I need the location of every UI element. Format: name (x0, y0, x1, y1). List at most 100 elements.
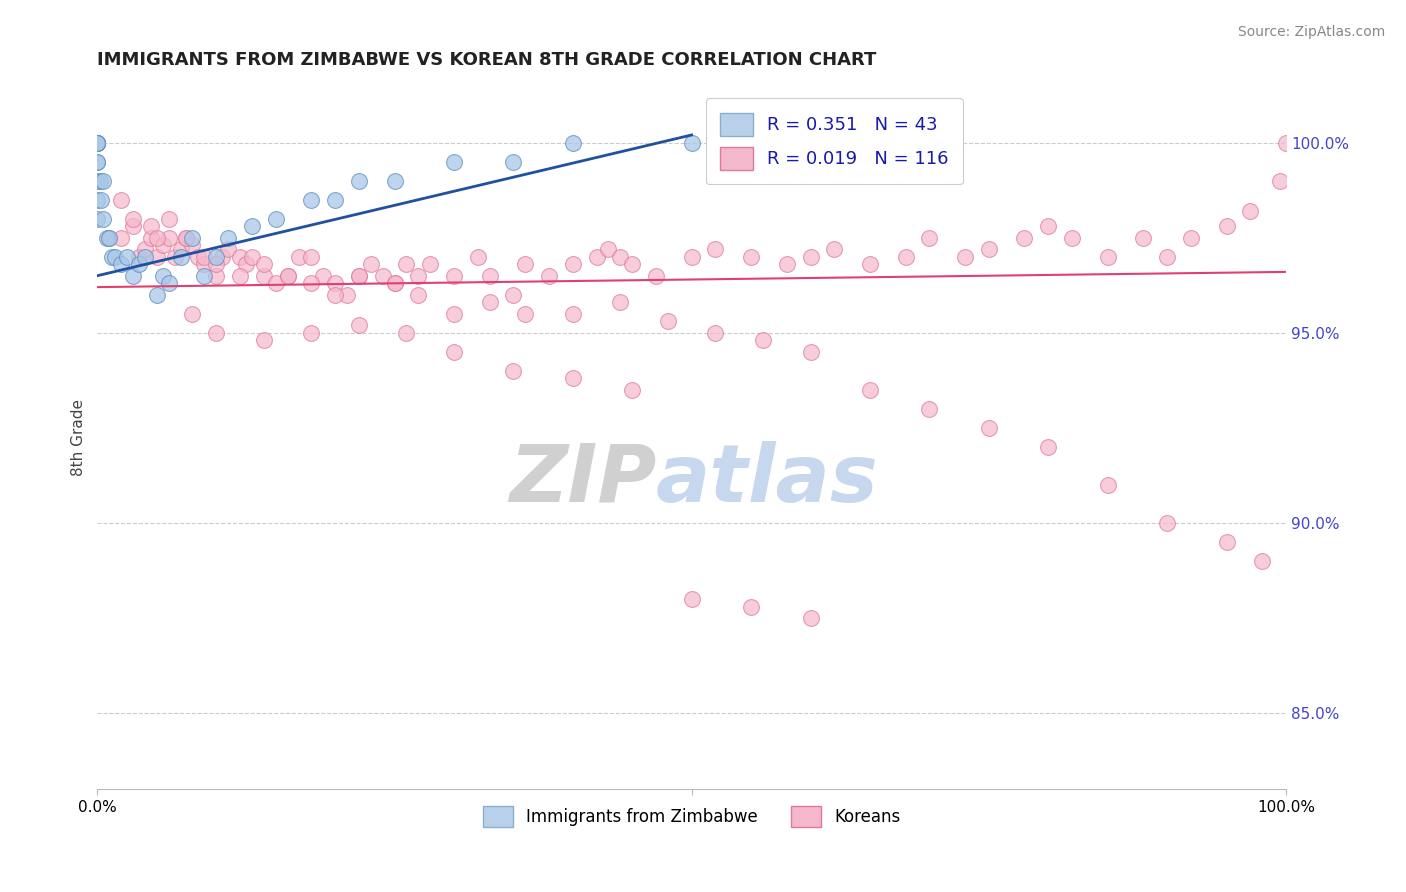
Point (139, 219, 162, 234)
Point (122, 211, 145, 226)
Point (181, 238, 204, 252)
Point (229, 268, 252, 283)
Point (217, 242, 239, 256)
Point (115, 250, 138, 264)
Point (240, 250, 263, 264)
Point (240, 219, 263, 234)
Point (395, 257, 418, 271)
Point (299, 250, 322, 264)
Point (752, 334, 775, 348)
Point (86, 136, 108, 150)
Point (443, 268, 465, 283)
Point (478, 295, 501, 310)
Point (657, 314, 679, 328)
Y-axis label: 8th Grade: 8th Grade (72, 399, 86, 475)
Point (253, 334, 276, 348)
Point (681, 592, 703, 607)
Point (561, 136, 583, 150)
Point (91, 211, 114, 226)
Point (585, 250, 607, 264)
Point (384, 173, 406, 187)
Point (128, 250, 150, 264)
Point (502, 154, 524, 169)
Point (86, 136, 108, 150)
Point (157, 277, 180, 291)
Point (86, 193, 108, 207)
Point (621, 383, 644, 397)
Point (91, 173, 114, 187)
Point (217, 230, 239, 244)
Point (371, 268, 394, 283)
Point (1156, 516, 1178, 530)
Point (1132, 230, 1154, 244)
Point (776, 257, 799, 271)
Point (384, 277, 406, 291)
Point (561, 371, 583, 385)
Point (86, 154, 108, 169)
Point (157, 230, 180, 244)
Point (253, 268, 276, 283)
Point (110, 193, 132, 207)
Point (277, 268, 299, 283)
Point (740, 250, 762, 264)
Point (953, 250, 976, 264)
Text: ZIP: ZIP (509, 441, 657, 518)
Point (360, 257, 382, 271)
Point (157, 211, 180, 226)
Point (406, 287, 429, 301)
Point (163, 250, 186, 264)
Point (96, 230, 118, 244)
Point (681, 136, 703, 150)
Point (502, 287, 524, 301)
Point (86, 211, 108, 226)
Point (176, 230, 198, 244)
Point (1268, 173, 1291, 187)
Point (152, 238, 174, 252)
Point (299, 193, 322, 207)
Legend: Immigrants from Zimbabwe, Koreans: Immigrants from Zimbabwe, Koreans (477, 799, 907, 834)
Point (799, 611, 821, 625)
Point (288, 250, 311, 264)
Point (181, 307, 204, 321)
Point (609, 250, 631, 264)
Point (977, 421, 1000, 435)
Point (347, 268, 370, 283)
Point (86, 154, 108, 169)
Point (467, 250, 489, 264)
Point (384, 277, 406, 291)
Point (264, 277, 287, 291)
Point (98, 230, 121, 244)
Point (443, 307, 465, 321)
Point (1038, 219, 1060, 234)
Point (139, 230, 162, 244)
Point (98, 230, 121, 244)
Point (443, 344, 465, 359)
Point (1156, 250, 1178, 264)
Point (110, 257, 132, 271)
Point (918, 401, 941, 416)
Point (799, 344, 821, 359)
Point (336, 287, 359, 301)
Point (681, 250, 703, 264)
Point (347, 173, 370, 187)
Point (1038, 440, 1060, 454)
Point (1097, 250, 1119, 264)
Point (122, 219, 145, 234)
Point (799, 250, 821, 264)
Point (704, 242, 727, 256)
Point (86, 136, 108, 150)
Point (1251, 554, 1274, 568)
Point (104, 250, 127, 264)
Point (419, 257, 441, 271)
Point (134, 242, 156, 256)
Point (277, 268, 299, 283)
Point (323, 277, 346, 291)
Point (146, 250, 169, 264)
Point (704, 326, 727, 340)
Point (1060, 230, 1083, 244)
Point (1014, 230, 1036, 244)
Point (211, 250, 233, 264)
Point (86, 136, 108, 150)
Point (1097, 478, 1119, 492)
Point (598, 242, 620, 256)
